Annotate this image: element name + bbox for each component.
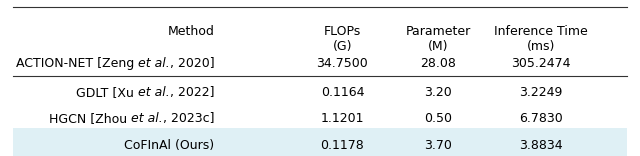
Text: et al.: et al.: [138, 85, 170, 99]
Text: ACTION-NET [Zeng: ACTION-NET [Zeng: [16, 57, 138, 70]
Text: 1.1201: 1.1201: [321, 112, 364, 125]
Text: et al.: et al.: [131, 112, 163, 125]
Text: , 2020]: , 2020]: [170, 57, 214, 70]
Text: 0.50: 0.50: [424, 112, 452, 125]
Text: 28.08: 28.08: [420, 57, 456, 70]
Text: FLOPs
(G): FLOPs (G): [324, 25, 361, 53]
Text: 3.2249: 3.2249: [519, 85, 563, 99]
Text: 3.70: 3.70: [424, 139, 452, 152]
Text: 305.2474: 305.2474: [511, 57, 570, 70]
Text: 3.20: 3.20: [424, 85, 452, 99]
Text: , 2022]: , 2022]: [170, 85, 214, 99]
Text: Inference Time
(ms): Inference Time (ms): [494, 25, 588, 53]
Bar: [13, 128, 627, 156]
Text: 6.7830: 6.7830: [519, 112, 563, 125]
Text: , 2023c]: , 2023c]: [163, 112, 214, 125]
Text: 0.1178: 0.1178: [321, 139, 364, 152]
Text: GDLT [Xu: GDLT [Xu: [76, 85, 138, 99]
Text: Method: Method: [168, 25, 214, 38]
Text: 3.8834: 3.8834: [519, 139, 563, 152]
Text: 34.7500: 34.7500: [317, 57, 368, 70]
Text: Parameter
(M): Parameter (M): [406, 25, 471, 53]
Text: HGCN [Zhou: HGCN [Zhou: [49, 112, 131, 125]
Text: 0.1164: 0.1164: [321, 85, 364, 99]
Text: CoFInAl (Ours): CoFInAl (Ours): [124, 139, 214, 152]
Text: et al.: et al.: [138, 57, 170, 70]
